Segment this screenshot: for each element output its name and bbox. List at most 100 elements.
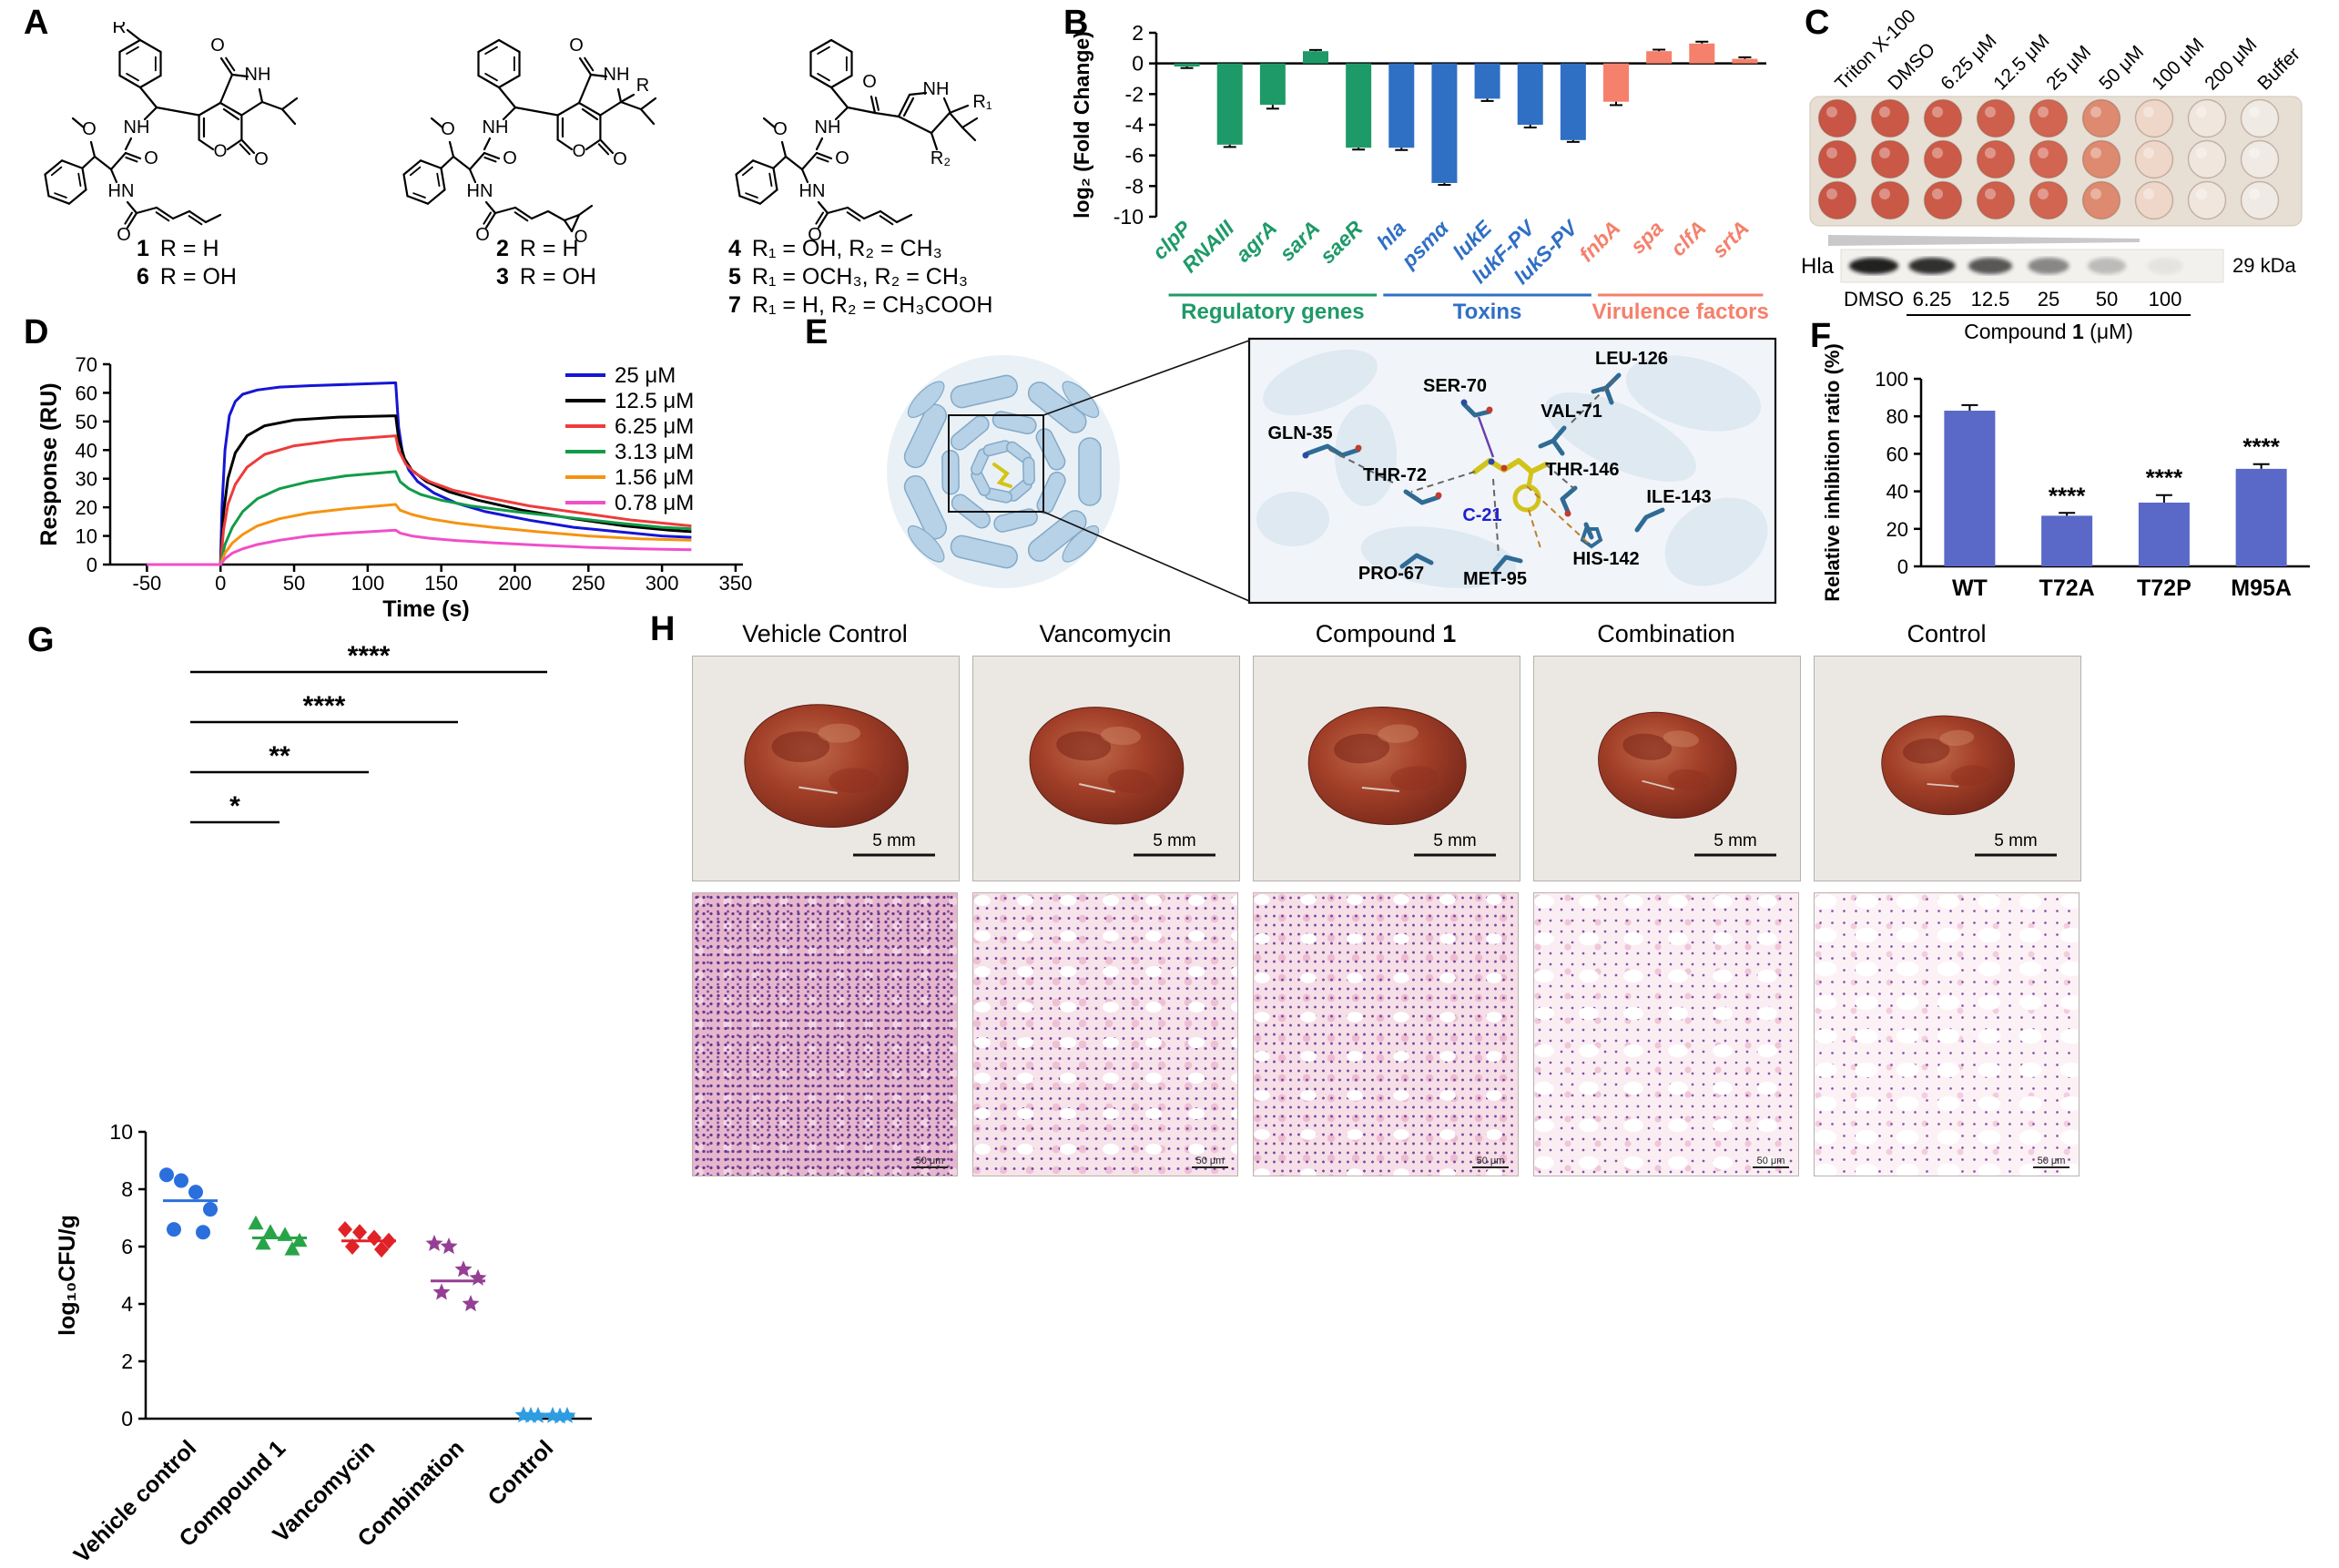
svg-text:PRO-67: PRO-67 bbox=[1358, 564, 1424, 584]
well bbox=[2240, 98, 2280, 138]
svg-text:-10: -10 bbox=[1114, 205, 1144, 229]
svg-text:50: 50 bbox=[2096, 288, 2118, 311]
svg-text:0: 0 bbox=[1132, 52, 1144, 76]
svg-text:30: 30 bbox=[76, 468, 97, 491]
svg-text:O: O bbox=[254, 149, 269, 169]
bar bbox=[1216, 63, 1243, 145]
svg-text:250: 250 bbox=[572, 572, 605, 595]
bar bbox=[1560, 63, 1586, 140]
zoom-source-box bbox=[948, 414, 1044, 513]
svg-text:2: 2 bbox=[121, 1349, 133, 1373]
svg-text:-6: -6 bbox=[1125, 144, 1144, 168]
svg-text:200 μM: 200 μM bbox=[2201, 34, 2261, 94]
panel-label-f: F bbox=[1810, 317, 1832, 355]
panel-label-h: H bbox=[650, 610, 676, 648]
svg-text:fnbA: fnbA bbox=[1574, 216, 1624, 266]
svg-text:10: 10 bbox=[76, 525, 97, 548]
svg-text:O: O bbox=[210, 36, 225, 56]
svg-text:6.25: 6.25 bbox=[1913, 288, 1952, 311]
svg-text:Virulence factors: Virulence factors bbox=[1592, 300, 1769, 324]
well bbox=[2134, 139, 2174, 179]
ligand-sticks bbox=[1472, 458, 1549, 474]
well bbox=[1870, 98, 1910, 138]
h-column-title: Combination bbox=[1597, 620, 1735, 647]
svg-text:****: **** bbox=[348, 641, 391, 671]
scale-bar: 50 μm bbox=[1192, 1156, 1228, 1168]
svg-text:6.25 μM: 6.25 μM bbox=[615, 414, 694, 439]
gross-organ-photo: 5 mm bbox=[1814, 656, 2081, 881]
structure-compounds-4-5-7: NH O O HN O O NH R₁ R₂ bbox=[735, 38, 992, 245]
svg-text:Hla: Hla bbox=[1801, 254, 1835, 279]
well bbox=[1923, 98, 1963, 138]
svg-text:log₁₀CFU/g: log₁₀CFU/g bbox=[55, 1215, 80, 1336]
svg-text:C-21: C-21 bbox=[1462, 505, 1501, 525]
gross-organ-photo: 5 mm bbox=[972, 656, 1240, 881]
blot-band bbox=[1968, 258, 2012, 274]
svg-text:0: 0 bbox=[1897, 555, 1908, 578]
well bbox=[1923, 139, 1963, 179]
svg-text:12.5 μM: 12.5 μM bbox=[1989, 30, 2053, 94]
structure-compounds-2-3: NH O O HN O O O O NH O R bbox=[402, 36, 657, 247]
svg-text:12.5: 12.5 bbox=[1971, 288, 2010, 311]
svg-text:150: 150 bbox=[424, 572, 458, 595]
blot-band bbox=[2028, 258, 2070, 274]
gross-organ-photo: 5 mm bbox=[692, 656, 960, 881]
svg-text:M95A: M95A bbox=[2231, 575, 2292, 601]
well bbox=[2187, 139, 2227, 179]
svg-text:-50: -50 bbox=[133, 572, 162, 595]
series-line bbox=[147, 528, 692, 566]
structure-caption-line: 5 R₁ = OCH₃, R₂ = CH₃ bbox=[728, 264, 969, 290]
svg-text:NH: NH bbox=[124, 117, 150, 137]
well bbox=[2187, 180, 2227, 220]
bar bbox=[1431, 63, 1458, 183]
svg-text:10: 10 bbox=[109, 1120, 133, 1144]
svg-text:100 μM: 100 μM bbox=[2148, 34, 2208, 94]
svg-text:60: 60 bbox=[76, 382, 97, 404]
bar bbox=[1603, 63, 1629, 102]
series-line bbox=[147, 381, 692, 566]
svg-text:Buffer: Buffer bbox=[2253, 44, 2304, 95]
svg-text:HN: HN bbox=[467, 181, 493, 201]
svg-text:O: O bbox=[82, 119, 97, 139]
svg-text:O: O bbox=[575, 228, 588, 247]
panel-label-g: G bbox=[27, 621, 55, 659]
svg-text:6.25 μM: 6.25 μM bbox=[1937, 30, 2000, 94]
svg-text:HN: HN bbox=[108, 181, 135, 201]
svg-text:O: O bbox=[503, 148, 517, 168]
svg-text:O: O bbox=[569, 36, 584, 56]
bar bbox=[1259, 63, 1286, 106]
svg-text:GLN-35: GLN-35 bbox=[1267, 423, 1332, 443]
svg-text:25: 25 bbox=[2038, 288, 2059, 311]
well bbox=[2187, 98, 2227, 138]
svg-text:Compound 1 (μM): Compound 1 (μM) bbox=[1964, 320, 2133, 343]
svg-text:5 mm: 5 mm bbox=[1994, 831, 2038, 850]
bar bbox=[2041, 515, 2093, 566]
svg-text:50: 50 bbox=[283, 572, 305, 595]
svg-text:R₂: R₂ bbox=[931, 148, 951, 168]
panel-label-e: E bbox=[805, 313, 829, 351]
svg-text:WT: WT bbox=[1952, 575, 1988, 601]
svg-text:clfA: clfA bbox=[1666, 216, 1711, 260]
svg-text:300: 300 bbox=[646, 572, 679, 595]
svg-text:*: * bbox=[229, 791, 240, 821]
svg-text:0: 0 bbox=[86, 554, 97, 576]
svg-text:HIS-142: HIS-142 bbox=[1572, 549, 1639, 569]
bar bbox=[1646, 51, 1673, 64]
svg-text:6: 6 bbox=[121, 1235, 133, 1258]
scale-bar: 50 μm bbox=[2033, 1156, 2070, 1168]
histology-image: 50 μm bbox=[692, 892, 958, 1176]
histology-image: 50 μm bbox=[1814, 892, 2080, 1176]
h-column-title: Vehicle Control bbox=[742, 620, 908, 647]
svg-text:R: R bbox=[636, 76, 649, 96]
svg-text:****: **** bbox=[303, 691, 346, 721]
series-line bbox=[147, 503, 692, 566]
svg-text:R₁: R₁ bbox=[972, 92, 992, 112]
svg-text:80: 80 bbox=[1886, 405, 1908, 428]
histology-image: 50 μm bbox=[1533, 892, 1799, 1176]
svg-text:Control: Control bbox=[483, 1435, 559, 1511]
svg-text:20: 20 bbox=[76, 496, 97, 519]
svg-text:1.56 μM: 1.56 μM bbox=[615, 465, 694, 490]
